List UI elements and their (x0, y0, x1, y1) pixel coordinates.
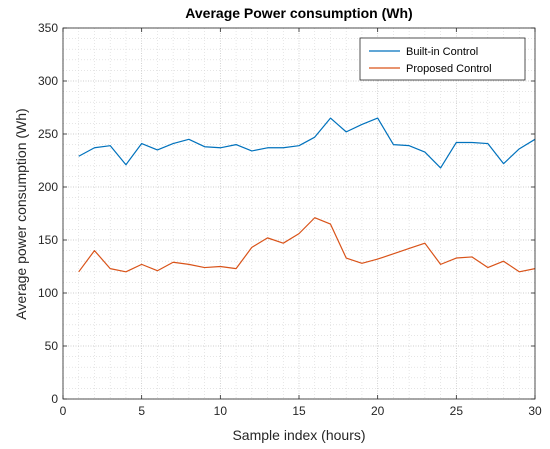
y-tick-label: 50 (45, 339, 59, 353)
x-tick-label: 5 (138, 404, 145, 418)
x-tick-label: 0 (60, 404, 67, 418)
legend-box (359, 37, 526, 81)
legend-label-2: Proposed Control (406, 63, 492, 75)
x-tick-label: 30 (528, 404, 542, 418)
y-tick-label: 150 (38, 233, 58, 247)
y-tick-label: 300 (38, 74, 58, 88)
x-tick-label: 15 (292, 404, 306, 418)
legend-label-1: Built-in Control (406, 46, 478, 58)
series-line-1 (78, 117, 536, 169)
x-tick-label: 10 (214, 404, 228, 418)
y-tick-label: 200 (38, 180, 58, 194)
x-tick-label: 20 (371, 404, 385, 418)
y-tick-label: 250 (38, 127, 58, 141)
x-tick-label: 25 (450, 404, 464, 418)
y-tick-label: 0 (51, 392, 58, 406)
series-line-2 (78, 217, 536, 273)
y-tick-label: 350 (38, 21, 58, 35)
chart-title: Average Power consumption (Wh) (185, 5, 413, 21)
y-tick-label: 100 (38, 286, 58, 300)
x-axis-label: Sample index (hours) (232, 427, 366, 443)
